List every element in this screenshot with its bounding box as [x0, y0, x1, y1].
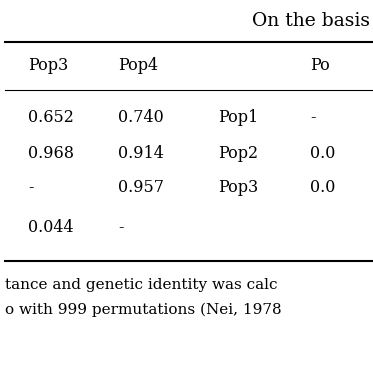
Text: 0.044: 0.044: [28, 219, 73, 236]
Text: Pop4: Pop4: [118, 57, 158, 75]
Text: -: -: [28, 179, 34, 197]
Text: 0.968: 0.968: [28, 144, 74, 162]
Text: Pop3: Pop3: [28, 57, 68, 75]
Text: 0.957: 0.957: [118, 179, 164, 197]
Text: On the basis: On the basis: [252, 12, 370, 30]
Text: o with 999 permutations (Nei, 1978: o with 999 permutations (Nei, 1978: [5, 303, 282, 317]
Text: tance and genetic identity was calc: tance and genetic identity was calc: [5, 278, 278, 292]
Text: 0.652: 0.652: [28, 110, 74, 126]
Text: -: -: [310, 110, 316, 126]
Text: 0.0: 0.0: [310, 144, 335, 162]
Text: Pop3: Pop3: [218, 179, 258, 197]
Text: Pop2: Pop2: [218, 144, 258, 162]
Text: 0.914: 0.914: [118, 144, 164, 162]
Text: Pop1: Pop1: [218, 110, 258, 126]
Text: Po: Po: [310, 57, 330, 75]
Text: 0.0: 0.0: [310, 179, 335, 197]
Text: 0.740: 0.740: [118, 110, 164, 126]
Text: -: -: [118, 219, 123, 236]
